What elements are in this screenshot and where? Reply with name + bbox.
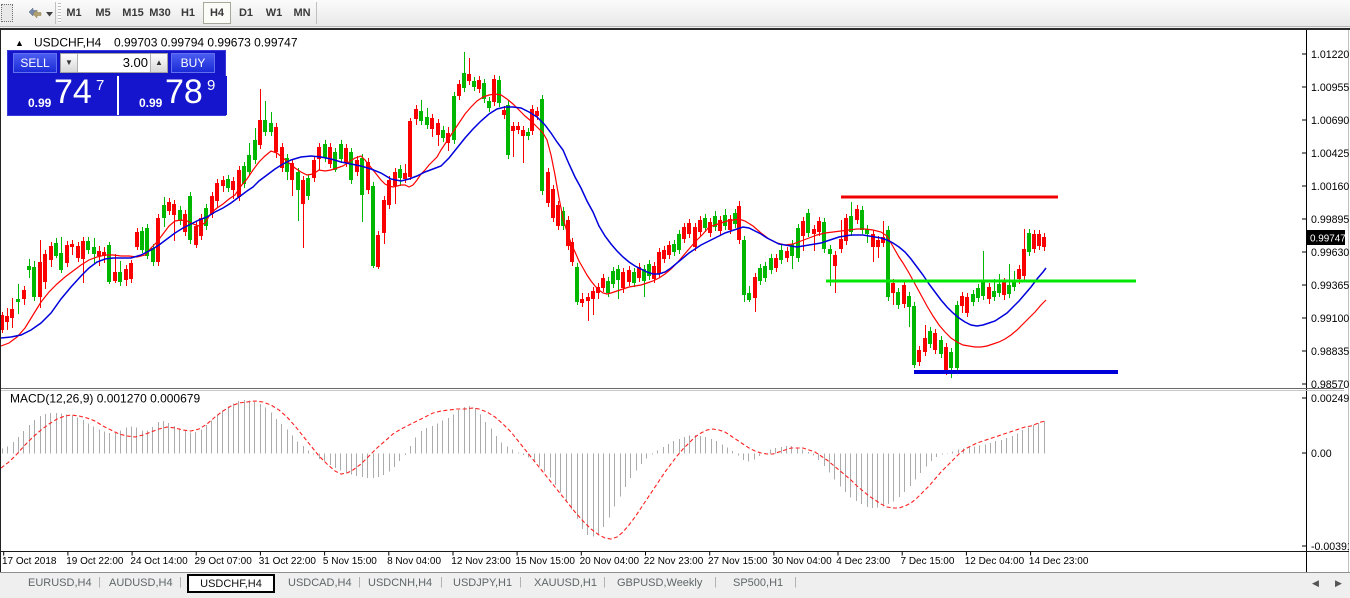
svg-text:0.99630: 0.99630 [1311, 247, 1349, 259]
svg-text:15 Nov 15:00: 15 Nov 15:00 [515, 556, 575, 567]
svg-text:USDCHF,H4: USDCHF,H4 [34, 36, 102, 50]
svg-text:20 Nov 04:00: 20 Nov 04:00 [580, 556, 640, 567]
svg-text:1.00425: 1.00425 [1311, 148, 1349, 160]
svg-text:24 Oct 14:00: 24 Oct 14:00 [130, 556, 188, 567]
svg-text:1.00955: 1.00955 [1311, 82, 1349, 94]
svg-text:▲: ▲ [15, 38, 24, 48]
svg-text:12 Dec 04:00: 12 Dec 04:00 [965, 556, 1025, 567]
svg-text:-0.003913: -0.003913 [1311, 541, 1349, 553]
svg-text:0.00: 0.00 [1311, 448, 1332, 460]
svg-text:27 Nov 15:00: 27 Nov 15:00 [708, 556, 768, 567]
svg-text:1.01220: 1.01220 [1311, 49, 1349, 61]
svg-text:0.002492: 0.002492 [1311, 393, 1349, 405]
svg-text:0.99100: 0.99100 [1311, 313, 1349, 325]
svg-text:19 Oct 22:00: 19 Oct 22:00 [66, 556, 124, 567]
svg-text:8 Nov 04:00: 8 Nov 04:00 [387, 556, 441, 567]
svg-text:MACD(12,26,9) 0.001270 0.00067: MACD(12,26,9) 0.001270 0.000679 [10, 392, 200, 406]
svg-text:5 Nov 15:00: 5 Nov 15:00 [323, 556, 377, 567]
svg-text:17 Oct 2018: 17 Oct 2018 [2, 556, 57, 567]
svg-text:4 Dec 23:00: 4 Dec 23:00 [836, 556, 890, 567]
svg-text:12 Nov 23:00: 12 Nov 23:00 [451, 556, 511, 567]
svg-text:14 Dec 23:00: 14 Dec 23:00 [1029, 556, 1089, 567]
svg-text:0.99365: 0.99365 [1311, 280, 1349, 292]
svg-text:29 Oct 07:00: 29 Oct 07:00 [195, 556, 253, 567]
svg-text:0.99747: 0.99747 [1310, 234, 1346, 245]
svg-text:0.98570: 0.98570 [1311, 379, 1349, 391]
svg-text:0.98835: 0.98835 [1311, 346, 1349, 358]
svg-text:31 Oct 22:00: 31 Oct 22:00 [259, 556, 317, 567]
svg-text:30 Nov 04:00: 30 Nov 04:00 [772, 556, 832, 567]
svg-text:7 Dec 15:00: 7 Dec 15:00 [901, 556, 955, 567]
svg-text:0.99703 0.99794 0.99673 0.9974: 0.99703 0.99794 0.99673 0.99747 [114, 36, 298, 50]
svg-text:22 Nov 23:00: 22 Nov 23:00 [644, 556, 704, 567]
svg-text:1.00690: 1.00690 [1311, 115, 1349, 127]
svg-text:1.00160: 1.00160 [1311, 181, 1349, 193]
svg-text:0.99895: 0.99895 [1311, 214, 1349, 226]
